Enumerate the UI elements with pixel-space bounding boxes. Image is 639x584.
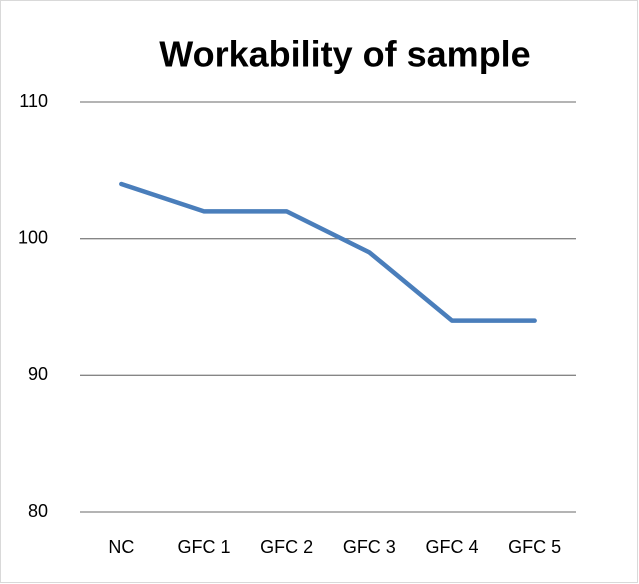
y-tick-label: 90: [28, 364, 48, 384]
y-tick-label: 100: [18, 227, 48, 247]
y-tick-label: 110: [19, 91, 48, 111]
x-tick-label: NC: [108, 537, 134, 557]
x-tick-label: GFC 2: [260, 537, 313, 557]
chart-title: Workability of sample: [159, 34, 530, 75]
x-tick-label: GFC 1: [177, 537, 230, 557]
y-tick-label: 80: [28, 501, 48, 521]
data-line: [119, 181, 537, 323]
x-tick-label: GFC 5: [508, 537, 561, 557]
x-tick-label: GFC 4: [425, 537, 478, 557]
x-tick-label: GFC 3: [343, 537, 396, 557]
